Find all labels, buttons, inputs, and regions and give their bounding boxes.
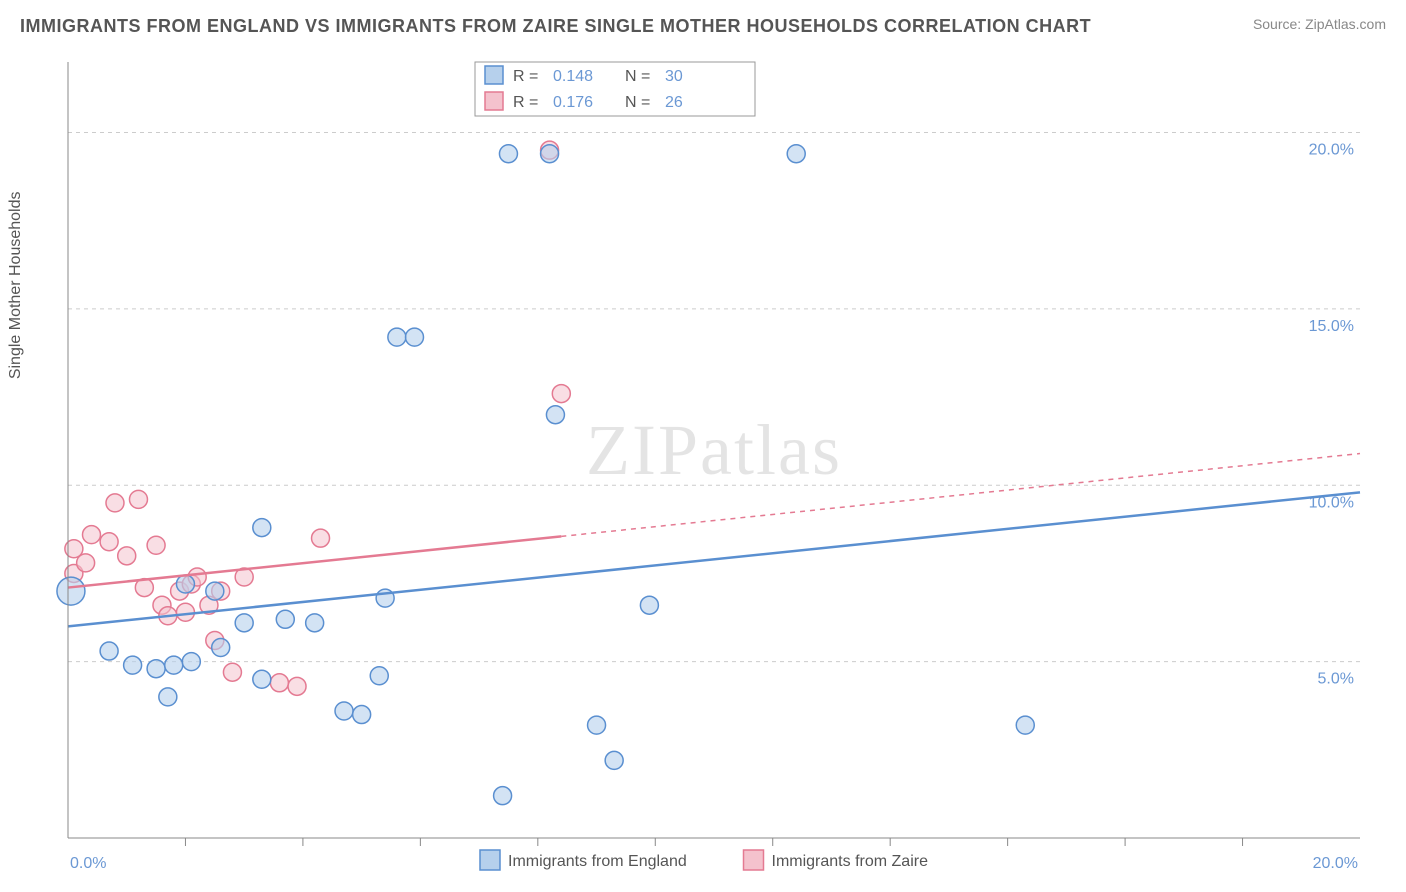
svg-text:Immigrants from England: Immigrants from England <box>508 853 687 870</box>
svg-text:20.0%: 20.0% <box>1309 142 1354 159</box>
correlation-scatter-chart: 5.0%10.0%15.0%20.0%ZIPatlas0.0%20.0%R =0… <box>20 48 1386 880</box>
svg-text:N =: N = <box>625 94 650 111</box>
svg-text:15.0%: 15.0% <box>1309 318 1354 335</box>
svg-text:0.0%: 0.0% <box>70 855 106 872</box>
svg-text:ZIPatlas: ZIPatlas <box>586 410 842 490</box>
svg-text:0.176: 0.176 <box>553 94 593 111</box>
svg-text:26: 26 <box>665 94 683 111</box>
svg-text:20.0%: 20.0% <box>1313 855 1358 872</box>
svg-text:R =: R = <box>513 94 538 111</box>
svg-text:Immigrants from Zaire: Immigrants from Zaire <box>772 853 929 870</box>
svg-text:R =: R = <box>513 68 538 85</box>
svg-text:5.0%: 5.0% <box>1318 671 1354 688</box>
source-attribution: Source: ZipAtlas.com <box>1253 16 1386 32</box>
svg-text:30: 30 <box>665 68 683 85</box>
svg-text:0.148: 0.148 <box>553 68 593 85</box>
chart-title: IMMIGRANTS FROM ENGLAND VS IMMIGRANTS FR… <box>20 16 1091 37</box>
svg-text:N =: N = <box>625 68 650 85</box>
y-axis-label: Single Mother Households <box>7 191 25 379</box>
